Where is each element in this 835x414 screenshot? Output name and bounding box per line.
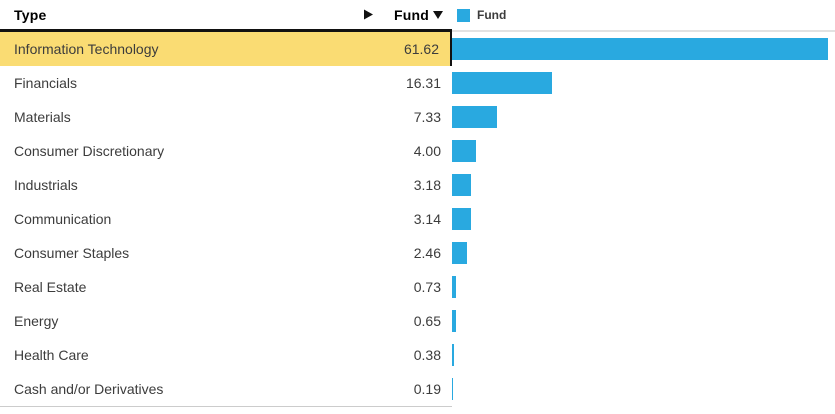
table-row-left[interactable]: Industrials 3.18 <box>0 168 452 202</box>
sector-label: Industrials <box>14 177 78 193</box>
table-row[interactable]: Financials 16.31 <box>0 66 835 100</box>
table-row-left[interactable]: Health Care 0.38 <box>0 338 452 372</box>
table-body: Information Technology 61.62 Financials … <box>0 32 835 406</box>
sector-label: Energy <box>14 313 59 329</box>
fund-value: 3.14 <box>413 211 441 227</box>
fund-value: 2.46 <box>413 245 441 261</box>
bar-cell <box>452 32 835 66</box>
fund-value: 3.18 <box>413 177 441 193</box>
table-row-left[interactable]: Consumer Staples 2.46 <box>0 236 452 270</box>
fund-bar <box>452 242 467 264</box>
sector-label: Materials <box>14 109 71 125</box>
fund-bar <box>452 378 453 400</box>
fund-value: 0.38 <box>413 347 441 363</box>
fund-value: 0.73 <box>413 279 441 295</box>
table-row-left[interactable]: Financials 16.31 <box>0 66 452 100</box>
sector-label: Real Estate <box>14 279 87 295</box>
fund-column-header-label: Fund <box>393 6 429 23</box>
legend-label: Fund <box>477 8 507 22</box>
table-row-left[interactable]: Consumer Discretionary 4.00 <box>0 134 452 168</box>
table-row[interactable]: Consumer Staples 2.46 <box>0 236 835 270</box>
fund-bar <box>452 140 476 162</box>
chart-legend: Fund <box>452 0 835 32</box>
table-row[interactable]: Communication 3.14 <box>0 202 835 236</box>
fund-value: 0.65 <box>413 313 441 329</box>
fund-bar <box>452 38 828 60</box>
table-row[interactable]: Cash and/or Derivatives 0.19 <box>0 372 835 406</box>
fund-bar <box>452 310 456 332</box>
fund-bar <box>452 276 456 298</box>
sector-label: Information Technology <box>14 41 159 57</box>
type-column-header: Type <box>14 6 47 23</box>
bar-cell <box>452 66 835 100</box>
sector-label: Cash and/or Derivatives <box>14 381 164 397</box>
fund-bar <box>452 174 471 196</box>
fund-value: 4.00 <box>413 143 441 159</box>
fund-bar <box>452 208 471 230</box>
bar-cell <box>452 236 835 270</box>
bar-cell <box>452 270 835 304</box>
table-header-row: Type Fund Fund <box>0 0 835 32</box>
table-row-left[interactable]: Real Estate 0.73 <box>0 270 452 304</box>
fund-bar <box>452 344 454 366</box>
fund-bar <box>452 106 497 128</box>
fund-column-header[interactable]: Fund <box>394 0 443 29</box>
bar-cell <box>452 202 835 236</box>
table-row-left[interactable]: Materials 7.33 <box>0 100 452 134</box>
table-row-left[interactable]: Communication 3.14 <box>0 202 452 236</box>
bar-cell <box>452 338 835 372</box>
fund-value: 16.31 <box>405 75 441 91</box>
legend-swatch-fund <box>457 8 470 22</box>
table-row[interactable]: Information Technology 61.62 <box>0 32 835 66</box>
fund-bar <box>452 72 552 94</box>
table-row[interactable]: Consumer Discretionary 4.00 <box>0 134 835 168</box>
expand-arrow-icon[interactable] <box>364 9 373 19</box>
bar-cell <box>452 304 835 338</box>
table-row-left[interactable]: Energy 0.65 <box>0 304 452 338</box>
sector-label: Communication <box>14 211 112 227</box>
sector-label: Health Care <box>14 347 89 363</box>
bar-cell <box>452 134 835 168</box>
table-row[interactable]: Health Care 0.38 <box>0 338 835 372</box>
sector-label: Consumer Discretionary <box>14 143 165 159</box>
table-row[interactable]: Real Estate 0.73 <box>0 270 835 304</box>
fund-value: 0.19 <box>413 381 441 397</box>
table-row[interactable]: Materials 7.33 <box>0 100 835 134</box>
table-bottom-divider <box>0 406 452 407</box>
fund-value: 61.62 <box>403 41 439 57</box>
bar-cell <box>452 372 835 406</box>
sector-label: Consumer Staples <box>14 245 130 261</box>
bar-cell <box>452 100 835 134</box>
table-header-left: Type Fund <box>0 0 452 32</box>
fund-value: 7.33 <box>413 109 441 125</box>
table-row[interactable]: Industrials 3.18 <box>0 168 835 202</box>
table-row-left[interactable]: Information Technology 61.62 <box>0 32 452 66</box>
table-row-left[interactable]: Cash and/or Derivatives 0.19 <box>0 372 452 406</box>
bar-cell <box>452 168 835 202</box>
sector-label: Financials <box>14 75 78 91</box>
table-row[interactable]: Energy 0.65 <box>0 304 835 338</box>
sort-desc-icon <box>433 10 443 19</box>
